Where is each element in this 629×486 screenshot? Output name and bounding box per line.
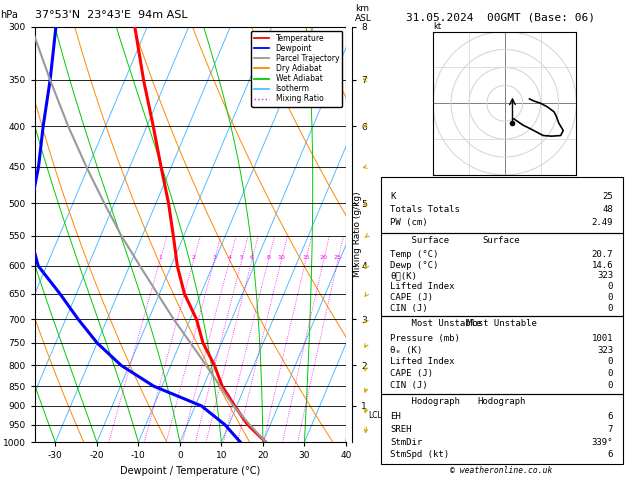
Text: Temp (°C): Temp (°C) [390, 250, 438, 259]
Text: Most Unstable: Most Unstable [390, 319, 482, 329]
Text: SREH: SREH [390, 425, 412, 434]
Text: km
ASL: km ASL [355, 4, 372, 22]
Text: Totals Totals: Totals Totals [390, 205, 460, 214]
Text: Lifted Index: Lifted Index [390, 358, 455, 366]
Text: Mixing Ratio (g/kg): Mixing Ratio (g/kg) [353, 191, 362, 278]
Text: θₑ (K): θₑ (K) [390, 346, 423, 355]
Text: 1001: 1001 [591, 334, 613, 343]
Text: © weatheronline.co.uk: © weatheronline.co.uk [450, 466, 553, 475]
Text: θᴄ(K): θᴄ(K) [390, 271, 417, 280]
Text: hPa: hPa [1, 11, 18, 20]
Text: 0: 0 [608, 358, 613, 366]
Text: 4: 4 [228, 255, 231, 260]
Text: 3: 3 [213, 255, 216, 260]
Text: 323: 323 [597, 346, 613, 355]
Text: CAPE (J): CAPE (J) [390, 369, 433, 378]
Text: Lifted Index: Lifted Index [390, 282, 455, 291]
Text: 14.6: 14.6 [591, 260, 613, 270]
Text: 37°53'N  23°43'E  94m ASL: 37°53'N 23°43'E 94m ASL [35, 11, 187, 20]
Text: 10: 10 [277, 255, 286, 260]
Text: 25: 25 [334, 255, 342, 260]
Text: CIN (J): CIN (J) [390, 304, 428, 312]
Text: EH: EH [390, 413, 401, 421]
Text: 0: 0 [608, 293, 613, 302]
Text: 0: 0 [608, 282, 613, 291]
Text: 6: 6 [608, 413, 613, 421]
Text: Surface: Surface [390, 236, 449, 244]
Text: 1: 1 [158, 255, 162, 260]
Legend: Temperature, Dewpoint, Parcel Trajectory, Dry Adiabat, Wet Adiabat, Isotherm, Mi: Temperature, Dewpoint, Parcel Trajectory… [251, 31, 342, 106]
Text: Dewp (°C): Dewp (°C) [390, 260, 438, 270]
Text: PW (cm): PW (cm) [390, 219, 428, 227]
Text: K: K [390, 191, 396, 201]
Text: StmSpd (kt): StmSpd (kt) [390, 451, 449, 459]
Text: 48: 48 [603, 205, 613, 214]
Text: 323: 323 [597, 271, 613, 280]
Text: Surface: Surface [483, 236, 520, 244]
Text: kt: kt [433, 22, 441, 31]
Text: 20: 20 [320, 255, 328, 260]
X-axis label: Dewpoint / Temperature (°C): Dewpoint / Temperature (°C) [120, 466, 260, 476]
Text: 0: 0 [608, 369, 613, 378]
Text: 0: 0 [608, 304, 613, 312]
Text: 15: 15 [302, 255, 309, 260]
Text: 6: 6 [250, 255, 254, 260]
Text: 7: 7 [608, 425, 613, 434]
Text: 6: 6 [608, 451, 613, 459]
Text: 8: 8 [267, 255, 270, 260]
Text: 20.7: 20.7 [591, 250, 613, 259]
Text: 2.49: 2.49 [591, 219, 613, 227]
Text: CIN (J): CIN (J) [390, 381, 428, 390]
Text: Pressure (mb): Pressure (mb) [390, 334, 460, 343]
Bar [381, 177, 623, 233]
Text: 25: 25 [603, 191, 613, 201]
Text: Most Unstable: Most Unstable [467, 319, 537, 329]
Text: Hodograph: Hodograph [390, 397, 460, 406]
Bar [381, 316, 623, 394]
Text: Hodograph: Hodograph [477, 397, 526, 406]
Text: StmDir: StmDir [390, 438, 423, 447]
Text: 339°: 339° [591, 438, 613, 447]
Text: CAPE (J): CAPE (J) [390, 293, 433, 302]
Text: LCL: LCL [369, 411, 382, 420]
Bar [381, 394, 623, 464]
Text: 31.05.2024  00GMT (Base: 06): 31.05.2024 00GMT (Base: 06) [406, 12, 594, 22]
Text: 0: 0 [608, 381, 613, 390]
Bar [381, 233, 623, 316]
Text: 2: 2 [192, 255, 196, 260]
Text: 5: 5 [240, 255, 244, 260]
